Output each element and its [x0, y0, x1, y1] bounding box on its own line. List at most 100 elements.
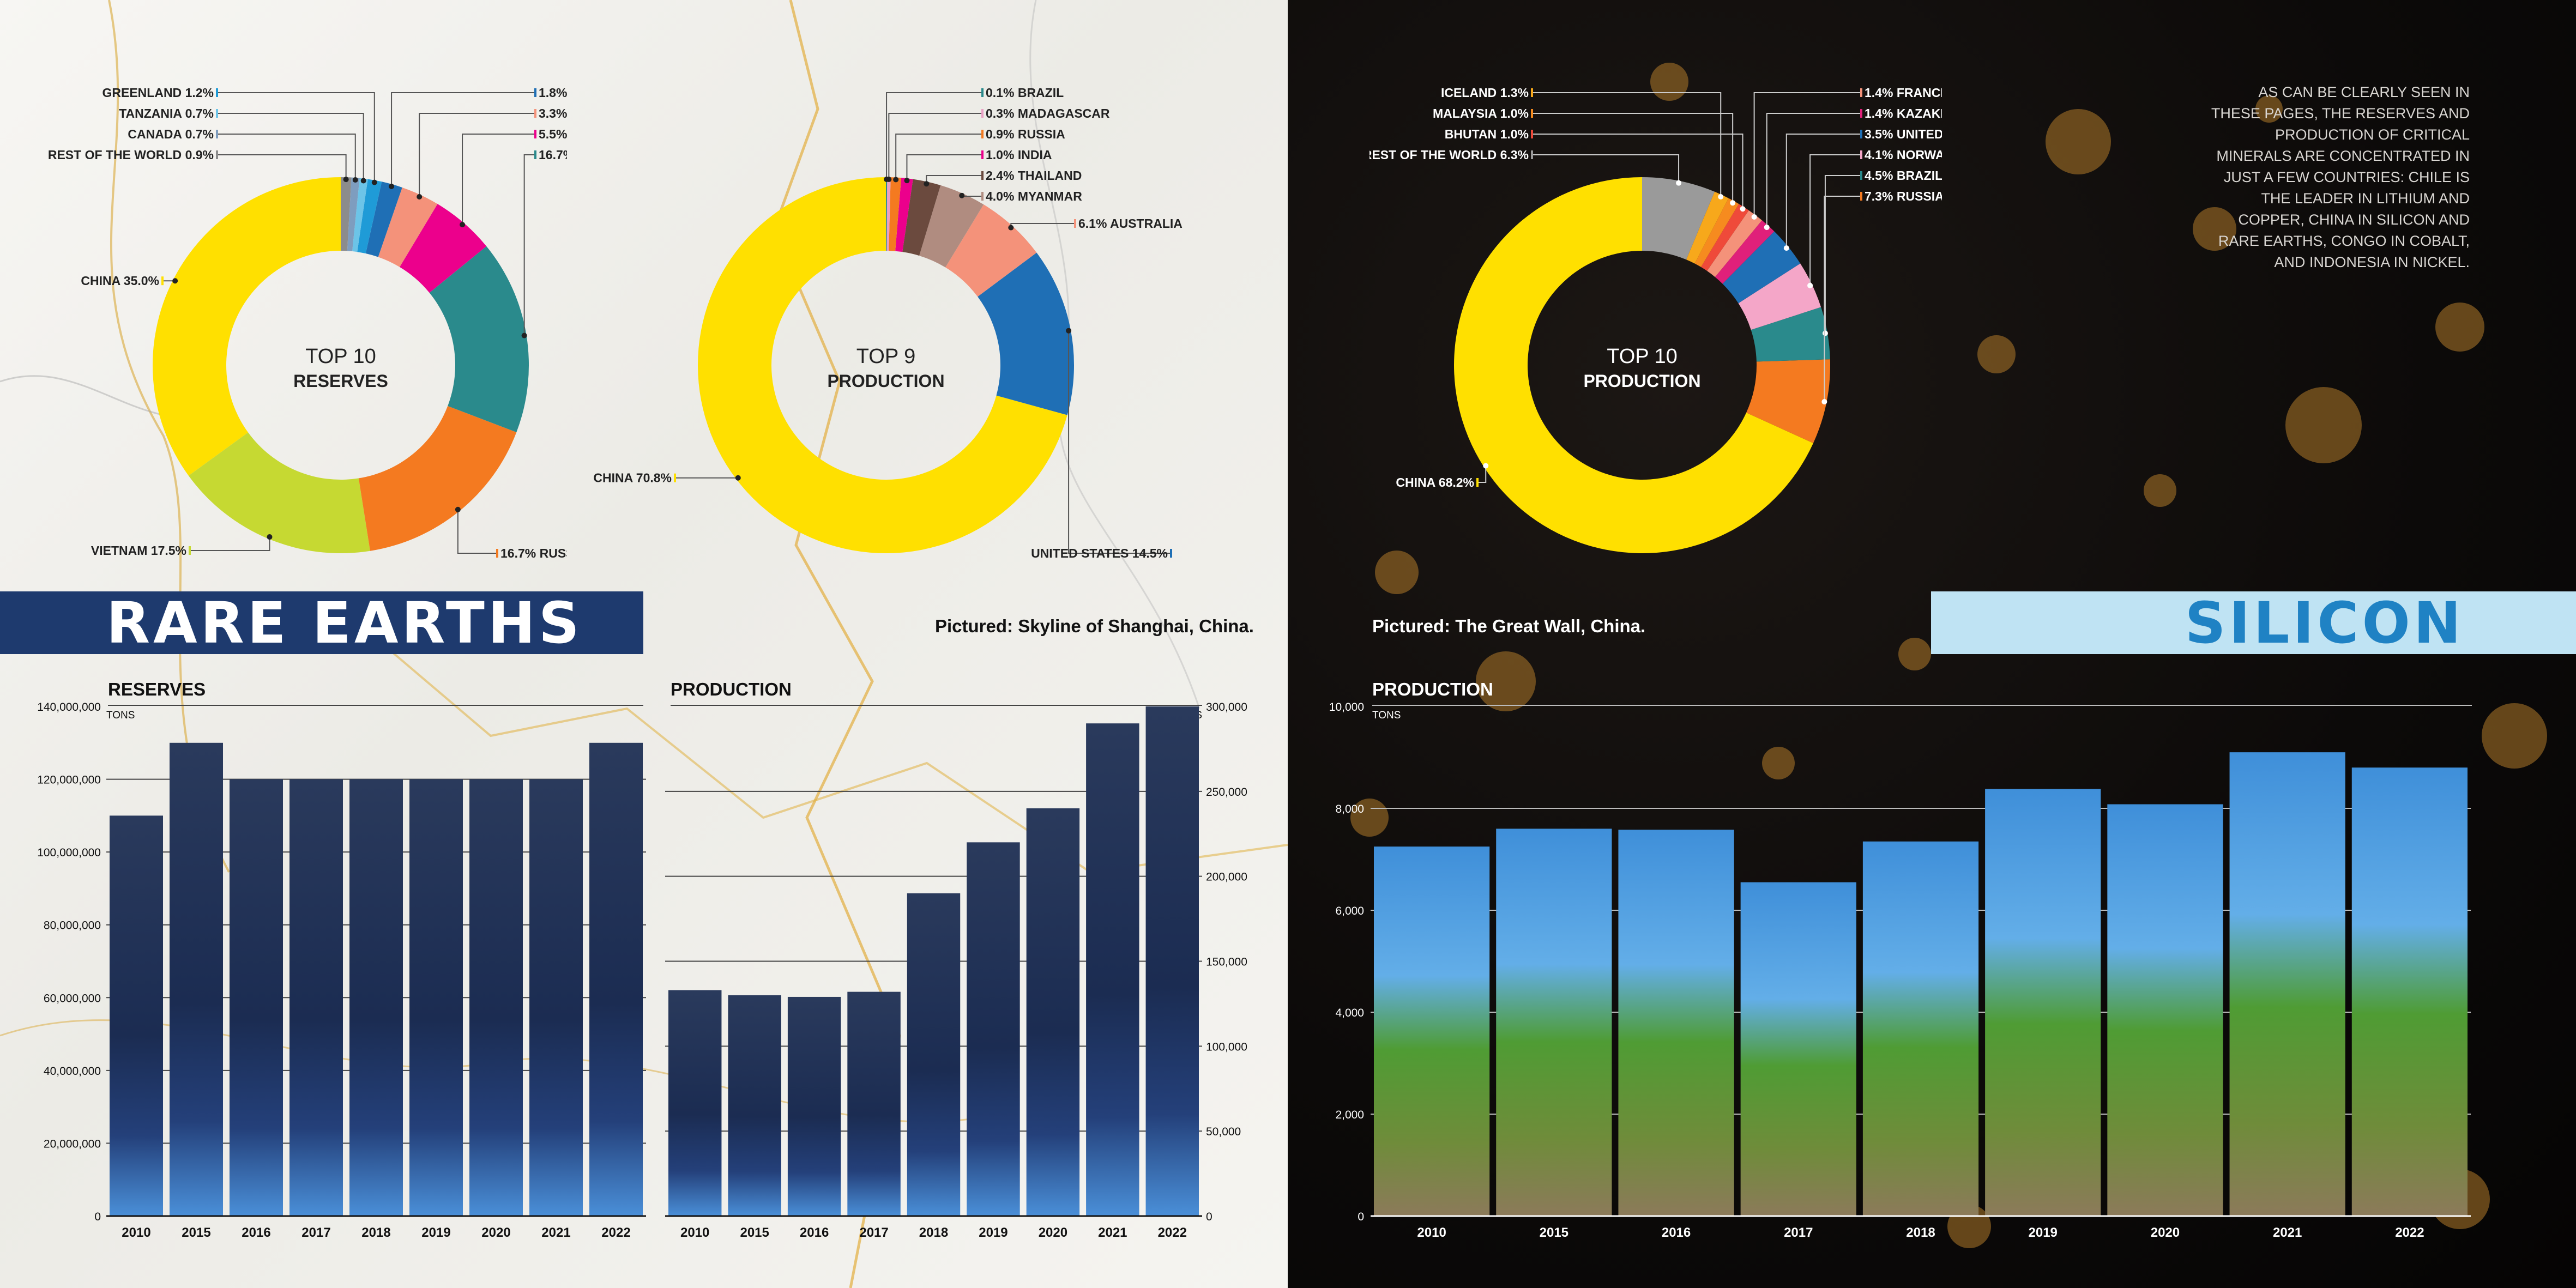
x-tick-label-2016: 2016: [800, 1225, 829, 1240]
slice-russia: [1746, 359, 1830, 443]
dot-russia: [893, 177, 899, 183]
dot-rest-of-the-world: [1676, 180, 1682, 186]
swatch-brazil: [981, 88, 984, 97]
x-tick-label-2022: 2022: [1158, 1225, 1187, 1240]
dot-thailand: [924, 181, 930, 187]
swatch-russia: [496, 549, 498, 558]
silicon-caption: Pictured: The Great Wall, China.: [1372, 616, 1646, 636]
bar-2019: [409, 779, 463, 1216]
label-iceland: ICELAND 1.3%: [1441, 86, 1529, 100]
slice-brazil: [1751, 307, 1830, 362]
dot-china: [735, 475, 741, 481]
label-rest-of-the-world: REST OF THE WORLD 0.9%: [48, 148, 214, 162]
y-tick-label: 250,000: [1206, 786, 1247, 799]
bar-2021: [1086, 723, 1139, 1216]
swatch-united-states: [1170, 549, 1172, 558]
x-tick-label-2015: 2015: [1540, 1225, 1568, 1240]
x-tick-label-2010: 2010: [680, 1225, 709, 1240]
bar-2019: [967, 842, 1020, 1216]
slice-china: [152, 177, 341, 476]
silicon-banner: SILICON: [1931, 590, 2576, 656]
leader-rest-of-the-world: [218, 154, 347, 180]
swatch-india: [534, 130, 536, 138]
slice-kazakhstan: [1715, 220, 1775, 284]
label-india: 5.5% INDIA: [539, 127, 567, 141]
swatch-russia: [1860, 192, 1862, 201]
leader-madagascar: [888, 113, 981, 180]
x-tick-label-2016: 2016: [242, 1225, 270, 1240]
label-india: 1.0% INDIA: [986, 148, 1052, 162]
swatch-united-states: [1860, 130, 1862, 138]
slice-india: [895, 178, 913, 252]
label-russia: 16.7% RUSSIA: [500, 546, 567, 560]
bar-2021: [2229, 752, 2345, 1216]
bar-2017: [1740, 882, 1856, 1216]
unit-label: TONS: [1372, 710, 1401, 721]
bar-2010: [110, 815, 163, 1216]
leader-rest-of-the-world: [1533, 154, 1680, 183]
x-tick-label-2015: 2015: [182, 1225, 210, 1240]
swatch-rest-of-the-world: [1531, 150, 1533, 159]
bar-2017: [847, 991, 901, 1216]
slice-united-states: [1722, 231, 1801, 304]
label-tanzania: TANZANIA 0.7%: [119, 106, 214, 120]
swatch-bhutan: [1531, 130, 1533, 138]
unit-label: TONS: [106, 710, 135, 721]
label-united-states: 3.5% UNITED STATES: [1865, 127, 1942, 141]
x-tick-label-2019: 2019: [979, 1225, 1008, 1240]
dot-kazakhstan: [1764, 225, 1770, 231]
dot-united-states: [1783, 245, 1789, 251]
swatch-india: [981, 150, 984, 159]
x-tick-label-2018: 2018: [361, 1225, 390, 1240]
bar-2022: [2351, 767, 2468, 1216]
leader-united-states: [1785, 134, 1860, 249]
x-tick-label-2019: 2019: [2029, 1225, 2058, 1240]
y-tick-label: 6,000: [1335, 905, 1364, 917]
swatch-vietnam: [189, 546, 191, 555]
dot-australia: [1008, 225, 1014, 231]
slice-tanzania: [352, 178, 368, 252]
label-greenland: GREENLAND 1.2%: [102, 86, 214, 100]
dot-china: [1483, 463, 1489, 469]
swatch-canada: [216, 130, 218, 138]
swatch-iceland: [1531, 88, 1533, 97]
y-tick-label: 80,000,000: [44, 920, 101, 932]
bar-2021: [529, 779, 583, 1216]
y-tick-label: 60,000,000: [44, 992, 101, 1005]
dot-malaysia: [1730, 200, 1736, 206]
donut-title: TOP 10: [1607, 345, 1678, 368]
silicon-production-donut: TOP 10 PRODUCTION ICELAND 1.3% MALAYSIA 1.0…: [1370, 86, 1942, 553]
silicon-page: TOP 10 PRODUCTION ICELAND 1.3% MALAYSIA 1.0…: [1288, 0, 2576, 1288]
swatch-china: [161, 276, 164, 286]
bar-2016: [230, 779, 283, 1216]
label-china: CHINA 68.2%: [1396, 475, 1474, 489]
slice-iceland: [1686, 191, 1729, 264]
silicon-production-bar-chart: PRODUCTION TONS 0 2,000 4,000 6,000 8,000 10,00…: [1329, 679, 2472, 1240]
swatch-madagascar: [981, 109, 984, 118]
leader-greenland: [218, 92, 375, 183]
dot-canada: [352, 177, 358, 183]
x-tick-label-2018: 2018: [919, 1225, 948, 1240]
swatch-russia: [981, 130, 984, 138]
slice-thailand: [902, 179, 941, 256]
leader-united-states: [1068, 330, 1172, 554]
label-united-states: 1.8% UNITED STATES: [539, 86, 567, 100]
swatch-norway: [1860, 150, 1862, 159]
donut-title: TOP 9: [856, 345, 915, 368]
x-tick-label-2021: 2021: [2273, 1225, 2302, 1240]
rare-earths-banner: RARE EARTHS: [0, 590, 643, 656]
label-china: CHINA 35.0%: [81, 274, 159, 288]
label-france: 1.4% FRANCE: [1865, 86, 1942, 100]
x-tick-label-2022: 2022: [2395, 1225, 2424, 1240]
dot-greenland: [371, 179, 377, 185]
bar-2018: [349, 779, 403, 1216]
y-tick-label: 0: [1358, 1211, 1364, 1223]
dot-united-states: [389, 183, 395, 189]
dot-myanmar: [959, 192, 965, 198]
y-tick-label: 0: [1206, 1211, 1212, 1223]
leader-canada: [218, 134, 356, 180]
bar-chart-title: PRODUCTION: [671, 679, 792, 699]
leader-united-states: [391, 92, 534, 186]
label-united-states: UNITED STATES 14.5%: [1031, 546, 1168, 560]
dot-china: [172, 278, 178, 284]
